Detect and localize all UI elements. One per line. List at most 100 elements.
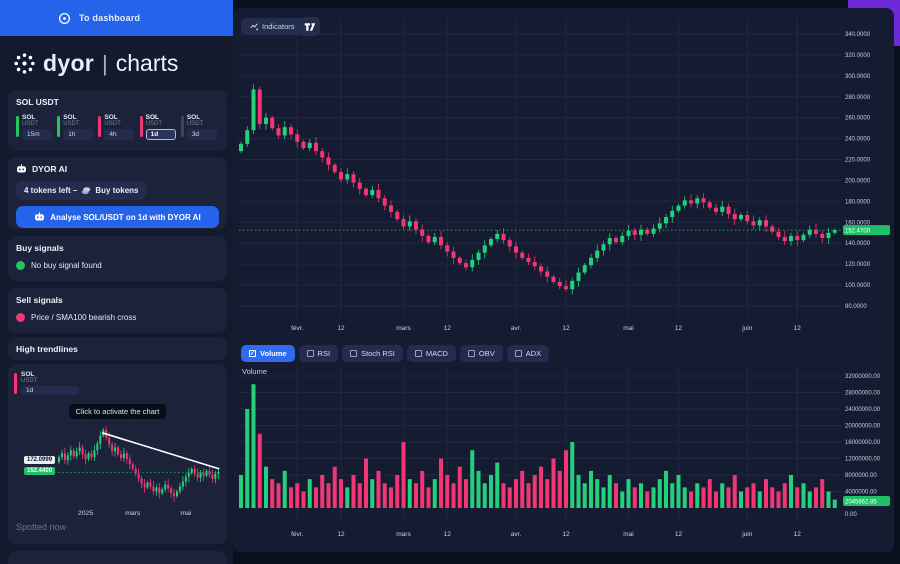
- indicators-button[interactable]: Indicators: [241, 18, 304, 35]
- mini-chart-overlay-hint: Click to activate the chart: [68, 404, 167, 419]
- sell-signals-title: Sell signals: [16, 295, 63, 305]
- chip-timeframe-badge: 3d: [186, 129, 217, 140]
- svg-text:240.0000: 240.0000: [845, 137, 871, 143]
- svg-text:200.0000: 200.0000: [845, 178, 871, 184]
- mini-chart-svg[interactable]: 2025 mars mai: [16, 416, 222, 520]
- dyor-ai-card: DYOR AI 4 tokens left – Buy tokens Analy…: [8, 157, 227, 229]
- svg-text:12: 12: [794, 325, 802, 332]
- pair-card: SOL USDT SOL USDT 15m SOL USDT 1h SOL USDT 4h SOL…: [8, 90, 227, 151]
- buy-signal-item: No buy signal found: [16, 261, 219, 270]
- svg-text:32000000.00: 32000000.00: [845, 374, 881, 380]
- svg-text:12: 12: [794, 531, 802, 538]
- chip-trend-bar: [180, 116, 184, 137]
- mini-chart-card[interactable]: SOL USDT 1d Click to activate the chart …: [8, 364, 227, 544]
- coin-icon: [82, 187, 91, 195]
- toggle-adx[interactable]: ADX: [506, 345, 550, 362]
- svg-text:2025: 2025: [78, 510, 93, 517]
- buy-signal-text: No buy signal found: [31, 261, 102, 270]
- svg-text:340.0000: 340.0000: [845, 32, 871, 38]
- svg-text:mai: mai: [180, 510, 191, 517]
- svg-text:100.0000: 100.0000: [845, 283, 871, 289]
- chip-trend-bar: [139, 116, 143, 137]
- tradingview-logo-icon: [304, 22, 315, 31]
- toggle-macd[interactable]: MACD: [406, 345, 456, 362]
- mini-timeframe-badge: 1d: [21, 386, 79, 395]
- mini-symbol: SOL: [21, 371, 35, 378]
- logo-suffix: charts: [115, 50, 179, 76]
- price-chart-svg[interactable]: févr. 12 mars 12 avr. 12 mai 12 juin 12 340.0000 32…: [233, 8, 894, 344]
- toggle-stoch-rsi[interactable]: Stoch RSI: [342, 345, 403, 362]
- tradingview-logo-button[interactable]: [299, 17, 320, 36]
- toggle-volume[interactable]: ✓ Volume: [241, 345, 295, 362]
- timeframe-chip-1d[interactable]: SOL USDT 1d: [139, 114, 178, 140]
- timeframe-chip-1h[interactable]: SOL USDT 1h: [57, 114, 95, 140]
- svg-text:12: 12: [675, 531, 683, 538]
- svg-text:4000000.00: 4000000.00: [845, 490, 877, 496]
- svg-text:80.0000: 80.0000: [845, 304, 867, 310]
- chip-timeframe-badge: 4h: [104, 129, 135, 140]
- svg-text:152.4700: 152.4700: [845, 229, 871, 235]
- logo-divider: |: [102, 50, 108, 76]
- timeframe-chip-4h[interactable]: SOL USDT 4h: [98, 114, 136, 140]
- dashboard-icon[interactable]: [58, 12, 71, 25]
- volume-chart-svg[interactable]: févr. 12 mars 12 avr. 12 mai 12 juin 12 32000000.0…: [233, 360, 894, 544]
- toggle-rsi[interactable]: RSI: [298, 345, 339, 362]
- timeframe-chip-3d[interactable]: SOL USDT 3d: [180, 114, 219, 140]
- timeframe-chip-row: SOL USDT 15m SOL USDT 1h SOL USDT 4h SOL USDT 1d SOL…: [16, 114, 219, 140]
- spotted-now-label: Spotted now: [16, 522, 67, 532]
- svg-text:avr.: avr.: [511, 531, 522, 538]
- mini-upper-price-badge: 172.0999: [24, 456, 56, 464]
- svg-text:16000000.00: 16000000.00: [845, 440, 881, 446]
- svg-text:140.0000: 140.0000: [845, 241, 871, 247]
- svg-text:févr.: févr.: [291, 325, 303, 332]
- pair-title: SOL USDT: [16, 97, 59, 107]
- chip-timeframe-badge: 1h: [63, 129, 94, 140]
- svg-text:12000000.00: 12000000.00: [845, 457, 881, 463]
- timeframe-chip-15m[interactable]: SOL USDT 15m: [16, 114, 54, 140]
- buy-tokens-button[interactable]: 4 tokens left – Buy tokens: [16, 181, 147, 200]
- indicator-toggle-row: ✓ Volume RSI Stoch RSI MACD OBV ADX: [241, 345, 550, 362]
- mini-quote: USDT: [21, 378, 38, 384]
- svg-text:12: 12: [444, 325, 452, 332]
- to-dashboard-link[interactable]: To dashboard: [79, 13, 141, 23]
- svg-text:24000000.00: 24000000.00: [845, 407, 881, 413]
- svg-text:180.0000: 180.0000: [845, 199, 871, 205]
- svg-text:12: 12: [675, 325, 683, 332]
- svg-text:28000000.00: 28000000.00: [845, 391, 881, 397]
- svg-text:8000000.00: 8000000.00: [845, 473, 877, 479]
- buy-tokens-label: Buy tokens: [95, 186, 139, 195]
- svg-text:0.00: 0.00: [845, 512, 857, 518]
- chip-timeframe-badge: 1d: [145, 129, 176, 140]
- svg-text:120.0000: 120.0000: [845, 262, 871, 268]
- sell-signal-text: Price / SMA100 bearish cross: [31, 313, 137, 322]
- sell-signal-item: Price / SMA100 bearish cross: [16, 313, 219, 322]
- robot-icon: [35, 212, 45, 221]
- svg-text:mars: mars: [396, 531, 411, 538]
- next-card-peek: [8, 551, 227, 564]
- logo: dyor | charts: [12, 50, 178, 77]
- svg-text:320.0000: 320.0000: [845, 53, 871, 59]
- buy-signal-dot: [16, 261, 25, 270]
- svg-text:280.0000: 280.0000: [845, 95, 871, 101]
- svg-text:12: 12: [562, 531, 570, 538]
- sell-signal-dot: [16, 313, 25, 322]
- indicators-label: Indicators: [262, 22, 295, 31]
- svg-text:12: 12: [337, 325, 345, 332]
- sidebar: dyor | charts SOL USDT SOL USDT 15m SOL USDT…: [0, 36, 233, 564]
- svg-text:12: 12: [562, 325, 570, 332]
- svg-text:mai: mai: [623, 325, 633, 332]
- toggle-obv[interactable]: OBV: [459, 345, 503, 362]
- dyor-ai-title: DYOR AI: [32, 164, 68, 174]
- svg-text:12: 12: [444, 531, 452, 538]
- svg-text:260.0000: 260.0000: [845, 116, 871, 122]
- svg-text:12: 12: [337, 531, 345, 538]
- svg-text:mars: mars: [396, 325, 411, 332]
- mini-pair-bar: [14, 373, 17, 394]
- svg-text:300.0000: 300.0000: [845, 74, 871, 80]
- robot-icon: [17, 164, 26, 173]
- analyse-button[interactable]: Analyse SOL/USDT on 1d with DYOR AI: [16, 206, 219, 228]
- dyor-logo-icon: [14, 53, 35, 74]
- high-trendlines-card[interactable]: High trendlines: [8, 337, 227, 360]
- chip-trend-bar: [98, 116, 102, 137]
